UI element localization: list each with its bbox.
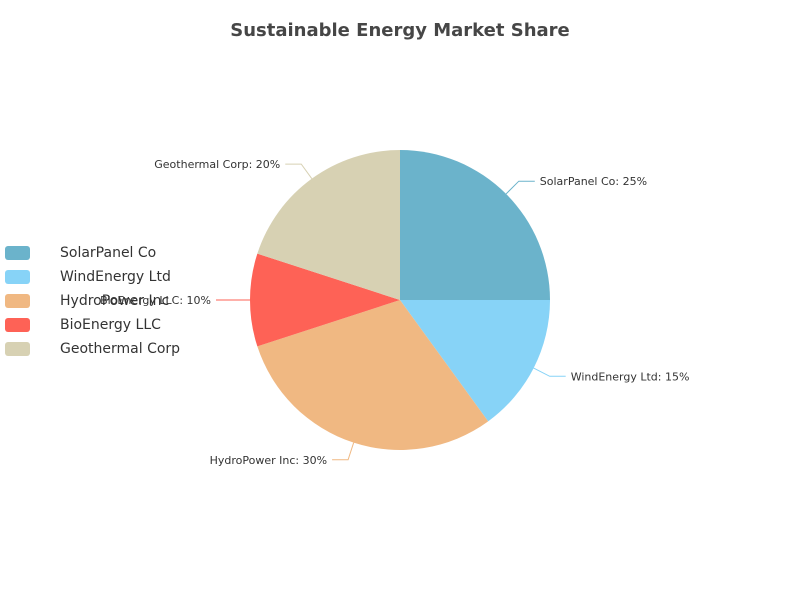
pie-slice-solarpanel-co[interactable] [400,150,550,300]
legend-swatch-bioenergy [5,318,30,332]
label-line-windenergy-ltd [533,367,566,377]
slice-label-geothermal-corp: Geothermal Corp: 20% [154,158,280,171]
legend-item-windenergy[interactable]: WindEnergy Ltd [5,265,180,289]
chart-legend: SolarPanel Co WindEnergy Ltd HydroPower … [5,241,180,361]
pie-slice-geothermal-corp[interactable] [257,150,400,300]
chart-title: Sustainable Energy Market Share [230,20,570,41]
slice-label-bioenergy-llc: BioEnergy LLC: 10% [100,294,211,307]
legend-swatch-geothermal [5,342,30,356]
pie-slice-windenergy-ltd[interactable] [400,300,550,422]
legend-label-solarpanel: SolarPanel Co [60,245,157,261]
label-line-geothermal-corp [285,163,313,179]
legend-label-hydropower: HydroPower Inc [60,293,170,309]
legend-swatch-hydropower [5,294,30,308]
legend-item-bioenergy[interactable]: BioEnergy LLC [5,313,180,337]
pie-slice-hydropower-inc[interactable] [257,300,489,450]
label-line-hydropower-inc [332,442,355,461]
legend-item-hydropower[interactable]: HydroPower Inc [5,289,180,313]
slice-label-windenergy-ltd: WindEnergy Ltd: 15% [571,370,690,383]
legend-label-geothermal: Geothermal Corp [60,341,181,357]
label-line-solarpanel-co [505,180,535,195]
slice-label-hydropower-inc: HydroPower Inc: 30% [210,454,327,467]
legend-label-windenergy: WindEnergy Ltd [60,269,171,285]
pie-slices [250,150,550,450]
pie-labels: SolarPanel Co: 25% WindEnergy Ltd: 15% Hyd… [100,158,689,467]
legend-swatch-solarpanel [5,246,30,260]
pie-slice-bioenergy-llc[interactable] [250,253,400,347]
legend-label-bioenergy: BioEnergy LLC [60,317,161,333]
legend-item-geothermal[interactable]: Geothermal Corp [5,337,180,361]
legend-swatch-windenergy [5,270,30,284]
legend-item-solarpanel[interactable]: SolarPanel Co [5,241,180,265]
slice-label-solarpanel-co: SolarPanel Co: 25% [540,175,647,188]
